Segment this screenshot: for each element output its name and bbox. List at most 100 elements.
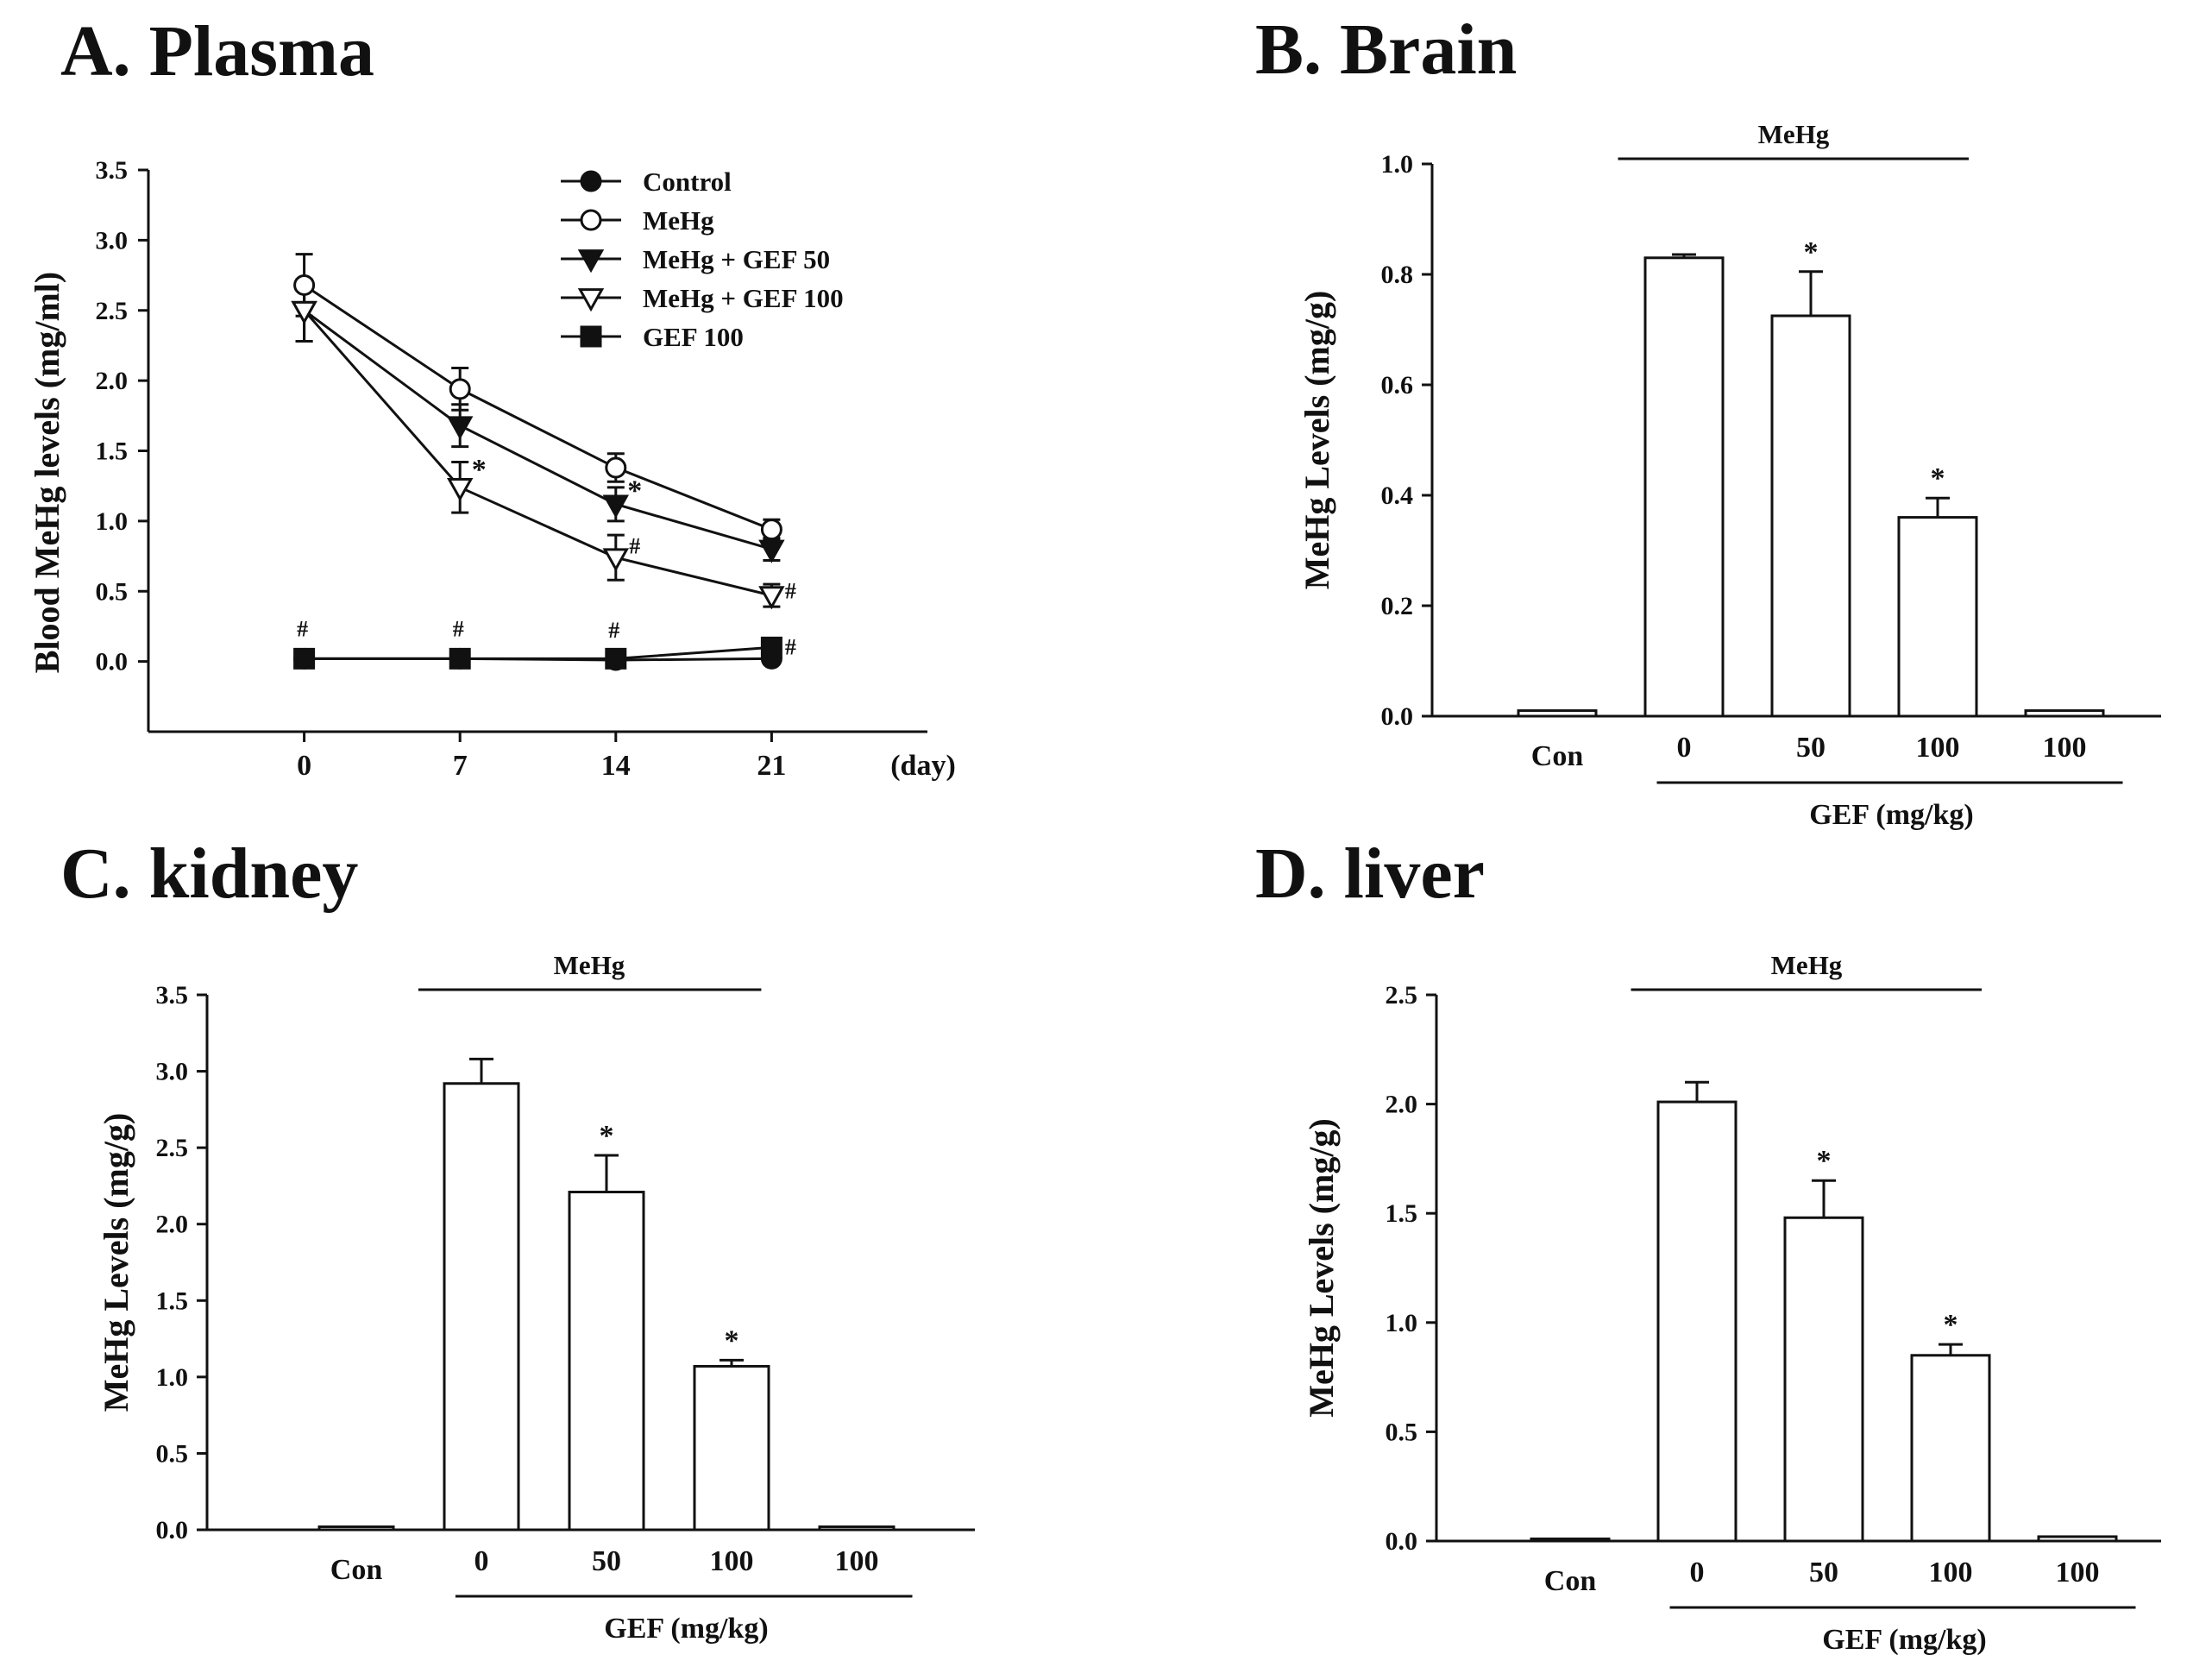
panel-a-x-tick-label: 21 [757, 750, 786, 782]
panel-a-x-tick-label: 14 [601, 750, 631, 782]
panel-a-annotation: # [297, 616, 308, 641]
panel-b-y-tick-label: 1.0 [1381, 150, 1414, 179]
panel-d-category-label: Con [1544, 1565, 1597, 1597]
panel-a-title: A. Plasma [60, 11, 374, 91]
panel-a-legend-label: MeHg + GEF 100 [643, 283, 844, 313]
panel-d-y-tick-label: 0.0 [1386, 1527, 1418, 1556]
panel-c-y-tick-label: 3.5 [156, 981, 189, 1010]
panel-c-bar [818, 1525, 895, 1532]
panel-d-bar [1656, 1100, 1738, 1543]
panel-a-y-tick-label: 1.0 [96, 507, 129, 536]
panel-a-y-tick-label: 1.5 [96, 437, 129, 466]
panel-c-category-label: 100 [835, 1545, 879, 1577]
panel-b-category-label: 50 [1796, 732, 1826, 764]
panel-c-y-tick-label: 1.5 [156, 1286, 189, 1315]
panel-a-y-tick-label: 2.0 [96, 367, 129, 395]
panel-d-y-axis-label: MeHg Levels (mg/g) [1302, 1118, 1341, 1418]
panel-a-data-point [449, 378, 471, 400]
panel-a-y-tick-label: 3.0 [96, 226, 129, 255]
panel-b-y-tick-label: 0.6 [1381, 371, 1414, 399]
panel-c-category-label: 50 [592, 1545, 621, 1577]
panel-d-group-label: MeHg [1771, 950, 1843, 980]
panel-a-data-point [293, 647, 316, 670]
panel-a-legend-marker [577, 249, 605, 274]
panel-a-data-point [760, 636, 782, 658]
panel-b-bar [1517, 709, 1598, 718]
panel-a-annotation: # [453, 616, 464, 641]
panel-a-annotation: # [785, 634, 796, 659]
panel-a-series-line [303, 284, 772, 532]
panel-a-series-line [303, 309, 772, 597]
panel-a-data-point [602, 548, 630, 572]
panel-d-y-tick-label: 2.0 [1386, 1091, 1418, 1119]
panel-a-y-axis-label: Blood MeHg levels (mg/ml) [28, 272, 66, 673]
panel-b-significance-mark: * [1804, 236, 1819, 268]
panel-c-y-tick-label: 2.5 [156, 1134, 189, 1162]
panel-a-y-tick-label: 3.5 [96, 156, 129, 185]
panel-c-significance-mark: * [600, 1120, 614, 1152]
panel-a-annotation: # [629, 533, 640, 558]
panel-d-bar [2037, 1535, 2118, 1543]
panel-b-significance-mark: * [1931, 462, 1945, 494]
panel-a-x-tick-label: 7 [453, 750, 468, 782]
panel-c-bar [317, 1525, 395, 1532]
panel-a-legend-label: GEF 100 [643, 322, 744, 352]
panel-c-significance-mark: * [725, 1324, 739, 1356]
panel-a-series-line [303, 309, 772, 550]
panel-d-bar [1910, 1354, 1991, 1543]
panel-c-y-tick-label: 0.0 [156, 1516, 189, 1544]
panel-c-category-label: 100 [710, 1545, 754, 1577]
panel-a-legend-marker [580, 325, 602, 348]
panel-c-bar [443, 1082, 520, 1532]
panel-a-data-point [605, 647, 627, 670]
panel-b-category-label: 0 [1677, 732, 1692, 764]
panel-d-category-label: 100 [1929, 1557, 1973, 1588]
panel-b-bar [1897, 516, 1978, 718]
panel-a-data-point [291, 300, 317, 325]
panel-a-data-point [446, 416, 474, 440]
panel-a-legend-label: Control [643, 167, 732, 197]
panel-b-bar [2024, 709, 2105, 718]
panel-a-legend-marker [580, 170, 602, 192]
panel-b-y-tick-label: 0.2 [1381, 592, 1414, 620]
panel-d-title: D. liver [1255, 834, 1485, 914]
panel-c-category-label: 0 [474, 1545, 489, 1577]
panel-d-y-tick-label: 0.5 [1386, 1418, 1418, 1446]
panel-c-y-tick-label: 2.0 [156, 1211, 189, 1239]
panel-c-x-axis-label: GEF (mg/kg) [604, 1613, 768, 1645]
panel-d-y-tick-label: 1.0 [1386, 1309, 1418, 1337]
panel-b-category-label: 100 [2043, 732, 2087, 764]
panel-a-legend-label: MeHg [643, 205, 714, 236]
panel-a-data-point [446, 477, 474, 502]
panel-a-annotation: * [472, 454, 487, 486]
panel-d-x-axis-label: GEF (mg/kg) [1822, 1624, 1986, 1656]
panel-d-category-label: 50 [1809, 1557, 1838, 1588]
panel-b-category-label: 100 [1916, 732, 1960, 764]
panel-b-x-axis-label: GEF (mg/kg) [1809, 799, 1973, 831]
panel-b-bar [1770, 314, 1851, 718]
panel-d-category-label: 100 [2056, 1557, 2100, 1588]
panel-a-annotation: # [785, 578, 796, 603]
panel-b-group-label: MeHg [1758, 119, 1830, 149]
panel-c-y-axis-label: MeHg Levels (mg/g) [97, 1113, 135, 1412]
panel-a-data-point [760, 519, 782, 541]
panel-c-group-label: MeHg [554, 950, 625, 980]
panel-b-y-tick-label: 0.4 [1381, 481, 1414, 510]
panel-b-y-tick-label: 0.0 [1381, 702, 1414, 731]
panel-a-y-tick-label: 2.5 [96, 297, 129, 325]
panel-a-data-point [449, 647, 471, 670]
panel-a-annotation: * [627, 475, 642, 506]
panel-c-y-tick-label: 3.0 [156, 1058, 189, 1086]
panel-a-series-line [304, 645, 772, 660]
panel-a-data-point [758, 539, 785, 563]
panel-a-legend-marker [580, 209, 602, 231]
panel-a-annotation: # [608, 618, 619, 643]
panel-a-y-tick-label: 0.0 [96, 648, 129, 676]
panel-a-legend-label: MeHg + GEF 50 [643, 244, 830, 274]
panel-c-category-label: Con [330, 1554, 383, 1586]
panel-a-x-tick-label: 0 [297, 750, 311, 782]
panel-d-bar [1530, 1537, 1611, 1543]
panel-a-data-point [602, 494, 630, 519]
panel-d-y-tick-label: 2.5 [1386, 981, 1418, 1010]
panel-a-data-point [605, 456, 627, 479]
